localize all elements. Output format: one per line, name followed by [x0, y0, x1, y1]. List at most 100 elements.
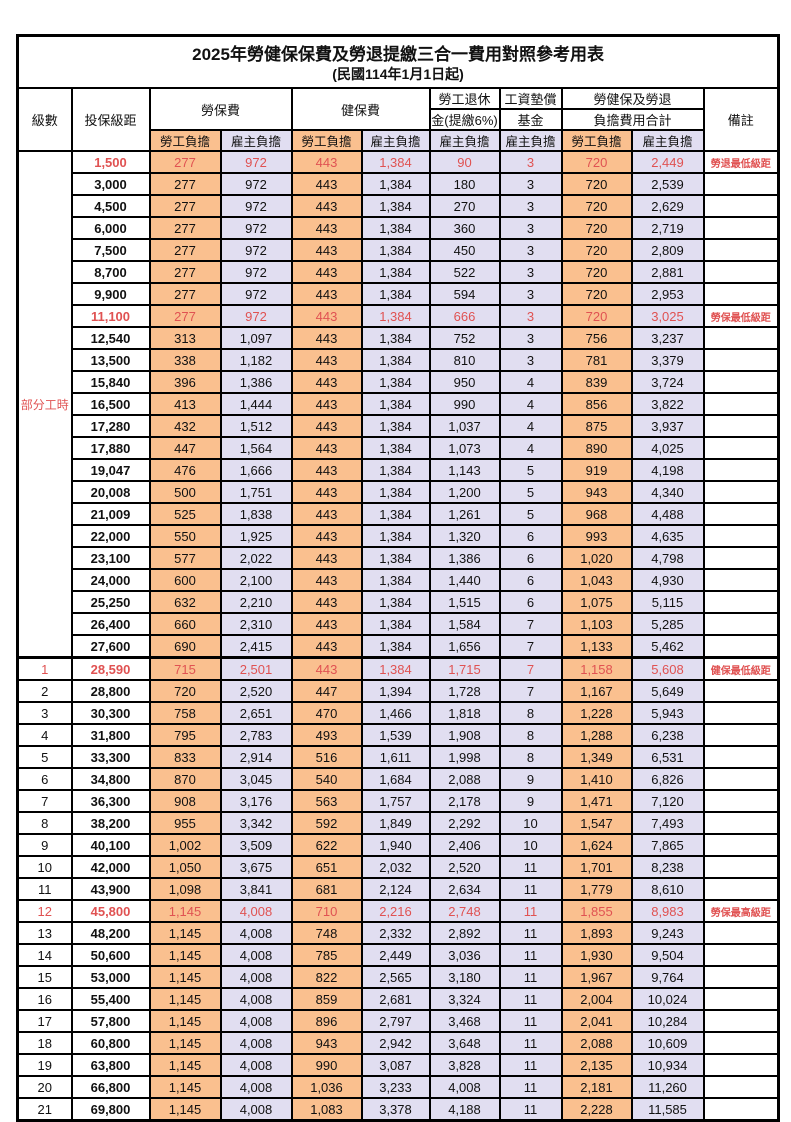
level-number: 1: [16, 656, 73, 681]
cell-total-employer: 6,238: [630, 723, 705, 747]
cell-health-employer: 3,233: [360, 1075, 431, 1099]
cell-health-employer: 1,384: [360, 634, 431, 659]
cell-wage-fund-employer: 6: [498, 524, 563, 548]
cell-health-employer: 1,384: [360, 656, 431, 681]
cell-labor-employer: 1,097: [219, 326, 293, 350]
cell-total-employer: 4,930: [630, 568, 705, 592]
cell-total-employee: 1,043: [560, 568, 633, 592]
cell-health-employee: 540: [290, 767, 363, 791]
cell-labor-employer: 1,564: [219, 436, 293, 460]
cell-labor-employer: 4,008: [219, 1031, 293, 1055]
cell-health-employee: 516: [290, 745, 363, 769]
remark: [702, 282, 780, 306]
subheader-total-employer: 雇主負擔: [630, 129, 705, 152]
cell-health-employer: 1,384: [360, 370, 431, 394]
cell-labor-employer: 2,651: [219, 701, 293, 725]
subheader-wage-fund-employer: 雇主負擔: [498, 129, 563, 152]
cell-pension-employer: 1,515: [428, 590, 501, 614]
cell-pension-employer: 2,748: [428, 899, 501, 923]
remark: [702, 745, 780, 769]
level-number: 11: [16, 877, 73, 901]
cell-total-employee: 2,041: [560, 1009, 633, 1033]
cell-total-employee: 839: [560, 370, 633, 394]
salary-bracket: 48,200: [70, 921, 151, 945]
cell-health-employee: 443: [290, 172, 363, 196]
cell-total-employer: 2,449: [630, 150, 705, 174]
cell-wage-fund-employer: 10: [498, 833, 563, 857]
cell-health-employee: 592: [290, 811, 363, 835]
cell-health-employee: 443: [290, 568, 363, 592]
cell-total-employee: 1,410: [560, 767, 633, 791]
cell-total-employer: 2,719: [630, 216, 705, 240]
table-row: 18 60,800 1,145 4,008 943 2,942 3,648 11 2,088 10…: [16, 1031, 780, 1055]
table-row: 19 63,800 1,145 4,008 990 3,087 3,828 11 2,135 10…: [16, 1053, 780, 1077]
cell-wage-fund-employer: 11: [498, 987, 563, 1011]
cell-pension-employer: 990: [428, 392, 501, 416]
table-row: 10 42,000 1,050 3,675 651 2,032 2,520 11 1,701 8,…: [16, 855, 780, 879]
cell-labor-employer: 4,008: [219, 1053, 293, 1077]
remark: [702, 965, 780, 989]
cell-labor-employee: 1,145: [148, 1075, 222, 1099]
cell-pension-employer: 1,200: [428, 480, 501, 504]
level-number: 9: [16, 833, 73, 857]
cell-total-employee: 919: [560, 458, 633, 482]
cell-total-employee: 875: [560, 414, 633, 438]
table-row: 5 33,300 833 2,914 516 1,611 1,998 8 1,349 6,531: [16, 745, 780, 769]
cell-health-employer: 1,394: [360, 679, 431, 703]
cell-health-employee: 990: [290, 1053, 363, 1077]
level-number: 21: [16, 1097, 73, 1122]
remark: 健保最低級距: [702, 656, 780, 681]
cell-labor-employee: 1,145: [148, 943, 222, 967]
cell-total-employee: 1,701: [560, 855, 633, 879]
cell-wage-fund-employer: 6: [498, 546, 563, 570]
cell-wage-fund-employer: 7: [498, 634, 563, 659]
subheader-health-employer: 雇主負擔: [360, 129, 431, 152]
cell-labor-employee: 632: [148, 590, 222, 614]
cell-total-employee: 968: [560, 502, 633, 526]
cell-total-employer: 4,340: [630, 480, 705, 504]
cell-labor-employee: 550: [148, 524, 222, 548]
cell-labor-employee: 1,050: [148, 855, 222, 879]
level-number: 8: [16, 811, 73, 835]
cell-health-employee: 443: [290, 260, 363, 284]
cell-health-employee: 447: [290, 679, 363, 703]
cell-labor-employee: 1,145: [148, 965, 222, 989]
table-row: 20,008 500 1,751 443 1,384 1,200 5 943 4,340: [18, 480, 780, 504]
cell-total-employee: 1,967: [560, 965, 633, 989]
level-number: 2: [16, 679, 73, 703]
cell-wage-fund-employer: 11: [498, 921, 563, 945]
level-number: 12: [16, 899, 73, 923]
cell-labor-employer: 972: [219, 150, 293, 174]
cell-total-employee: 720: [560, 238, 633, 262]
header-total-line2: 負擔費用合計: [560, 108, 705, 131]
salary-bracket: 50,600: [70, 943, 151, 967]
cell-health-employee: 443: [290, 546, 363, 570]
cell-total-employer: 3,237: [630, 326, 705, 350]
cell-pension-employer: 3,468: [428, 1009, 501, 1033]
subheader-pension-employer: 雇主負擔: [428, 129, 501, 152]
cell-labor-employer: 2,022: [219, 546, 293, 570]
cell-labor-employer: 2,501: [219, 656, 293, 681]
cell-labor-employer: 3,841: [219, 877, 293, 901]
cell-health-employer: 2,332: [360, 921, 431, 945]
table-row: 16 55,400 1,145 4,008 859 2,681 3,324 11 2,004 10…: [16, 987, 780, 1011]
cell-wage-fund-employer: 3: [498, 282, 563, 306]
cell-total-employer: 4,025: [630, 436, 705, 460]
cell-total-employer: 9,504: [630, 943, 705, 967]
title-row: 2025年勞健保保費及勞退提繳三合一費用對照參考用表 (民國114年1月1日起): [16, 34, 780, 89]
table-row: 部分工時 1,500 277 972 443 1,384 90 3 720 2,449 勞退最低級距: [16, 150, 780, 659]
table-row: 17 57,800 1,145 4,008 896 2,797 3,468 11 2,041 10…: [16, 1009, 780, 1033]
cell-labor-employer: 972: [219, 194, 293, 218]
table-row: 3,000 277 972 443 1,384 180 3 720 2,539: [18, 172, 780, 196]
cell-health-employer: 3,378: [360, 1097, 431, 1122]
cell-health-employer: 1,384: [360, 524, 431, 548]
cell-pension-employer: 90: [428, 150, 501, 174]
cell-total-employee: 720: [560, 172, 633, 196]
cell-wage-fund-employer: 11: [498, 1075, 563, 1099]
cell-labor-employer: 3,045: [219, 767, 293, 791]
cell-total-employer: 8,983: [630, 899, 705, 923]
cell-wage-fund-employer: 7: [498, 656, 563, 681]
cell-labor-employer: 4,008: [219, 1097, 293, 1122]
remark: [702, 590, 780, 614]
table-row: 21,009 525 1,838 443 1,384 1,261 5 968 4,488: [18, 502, 780, 526]
